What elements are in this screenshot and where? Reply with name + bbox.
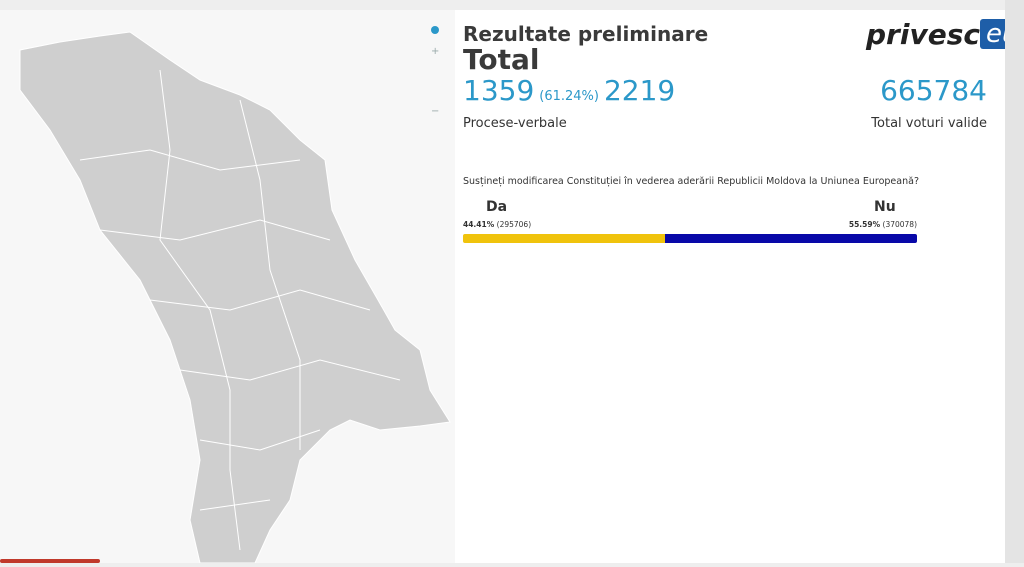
option-count: (295706): [496, 220, 532, 229]
votes-label: Total voturi valide: [871, 116, 987, 131]
option-count: (370078): [882, 220, 917, 229]
option-stats: 55.59% (370078): [849, 220, 917, 229]
percent: (61.24%): [539, 89, 599, 104]
result-bar: [463, 234, 917, 243]
subtitle: Total: [463, 43, 540, 76]
title: Rezultate preliminare: [463, 22, 709, 46]
svg-text:−: −: [431, 106, 439, 117]
bar-segment: [664, 234, 917, 243]
option-name: Da: [486, 199, 508, 215]
logo: privesc eu: [866, 14, 1024, 54]
option-percent: 55.59%: [848, 220, 881, 229]
logo-text: privesc: [866, 17, 980, 51]
question: Susțineți modificarea Constituției în ve…: [463, 176, 919, 187]
map: +−: [19, 26, 451, 564]
protocols-label: Procese-verbale: [463, 116, 567, 131]
tab-edge: [0, 559, 100, 563]
option-stats: 44.41% (295706): [463, 220, 531, 229]
option-name: Nu: [874, 199, 896, 215]
votes: 665784: [880, 74, 987, 107]
map-controls[interactable]: +−: [431, 26, 439, 117]
option-percent: 44.41%: [463, 220, 495, 229]
results-panel: [455, 10, 1005, 563]
map-borders: [79, 69, 401, 551]
counted: 1359: [463, 74, 535, 107]
total: 2219: [603, 74, 676, 107]
map-region: [19, 31, 451, 564]
bar-segment: [463, 234, 665, 243]
svg-text:+: +: [431, 46, 439, 57]
map-panel: + −: [0, 10, 455, 564]
protocols: 1359 (61.24%) 2219: [463, 74, 675, 107]
scrollbar: [1005, 0, 1024, 563]
